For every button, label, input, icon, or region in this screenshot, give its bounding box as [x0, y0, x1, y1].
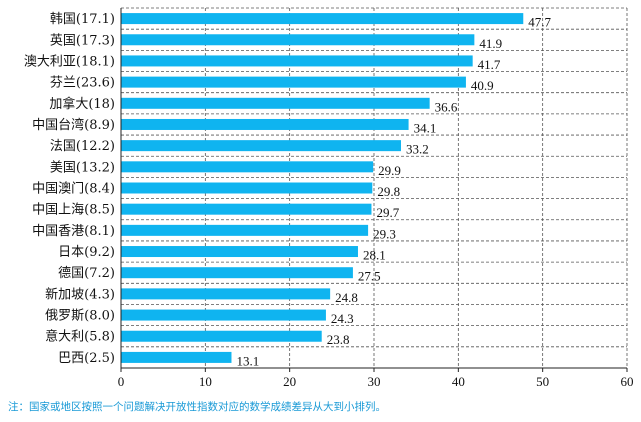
category-label: 中国澳门(8.4): [32, 181, 115, 197]
value-label: 41.9: [479, 36, 502, 51]
value-label: 29.7: [376, 205, 399, 220]
footnote: 注：国家或地区按照一个问题解决开放性指数对应的数学成绩差异从大到小排列。: [8, 401, 386, 413]
category-label: 法国(12.2): [50, 139, 115, 154]
bar: [121, 13, 524, 25]
x-tick-label: 60: [621, 374, 634, 389]
value-label: 36.6: [435, 99, 458, 114]
value-label: 27.5: [358, 269, 381, 284]
bar: [121, 55, 473, 67]
value-label: 24.3: [331, 311, 354, 326]
value-label: 47.7: [528, 15, 551, 30]
category-label: 巴西(2.5): [58, 351, 115, 366]
bar: [121, 309, 326, 321]
bar: [121, 182, 373, 194]
bar: [121, 330, 322, 342]
bar: [121, 246, 358, 258]
bar: [121, 224, 369, 236]
bar: [121, 76, 466, 88]
bar: [121, 267, 353, 279]
bar: [121, 118, 409, 130]
x-tick-label: 10: [199, 374, 212, 389]
x-tick-label: 30: [368, 374, 381, 389]
category-label: 美国(13.2): [50, 160, 115, 175]
category-label: 英国(17.3): [50, 33, 115, 48]
value-label: 41.7: [478, 57, 501, 72]
value-labels: 47.7 41.9 41.7 40.9 36.6 34.1 33.2 29.9 29.8 29.7…: [236, 15, 551, 369]
grid: [121, 7, 628, 368]
bar: [121, 97, 430, 109]
category-label: 日本(9.2): [58, 245, 115, 260]
category-label: 意大利(5.8): [45, 329, 115, 345]
x-axis-ticks: 0 10 20 30 40 50 60: [118, 368, 634, 389]
value-label: 28.1: [363, 248, 386, 263]
bar: [121, 288, 331, 300]
category-label: 中国上海(8.5): [32, 203, 115, 218]
category-label: 德国(7.2): [58, 266, 115, 281]
category-label: 澳大利亚(18.1): [24, 53, 115, 69]
category-label: 中国香港(8.1): [32, 224, 115, 239]
value-label: 29.3: [373, 226, 396, 241]
category-label: 芬兰(23.6): [50, 76, 115, 91]
value-label: 23.8: [327, 332, 350, 347]
value-label: 40.9: [471, 78, 494, 93]
category-labels: 韩国(17.1) 英国(17.3) 澳大利亚(18.1) 芬兰(23.6) 加拿大(18…: [24, 12, 115, 366]
bar: [121, 203, 372, 215]
x-tick-label: 20: [283, 374, 296, 389]
category-label: 俄罗斯(8.0): [45, 309, 115, 324]
x-tick-label: 50: [536, 374, 549, 389]
x-tick-label: 40: [452, 374, 465, 389]
bar: [121, 351, 232, 363]
category-label: 韩国(17.1): [50, 12, 115, 27]
value-label: 33.2: [406, 142, 429, 157]
bar: [121, 161, 374, 173]
bar: [121, 140, 401, 152]
value-label: 29.8: [377, 184, 400, 199]
bar: [121, 34, 475, 46]
value-label: 13.1: [236, 353, 259, 368]
value-label: 29.9: [378, 163, 401, 178]
x-tick-label: 0: [118, 374, 125, 389]
category-label: 新加坡(4.3): [45, 286, 115, 302]
bars: [121, 13, 524, 363]
category-label: 加拿大(18): [49, 96, 115, 112]
value-label: 24.8: [335, 290, 358, 305]
value-label: 34.1: [414, 120, 437, 135]
category-label: 中国台湾(8.9): [32, 117, 115, 133]
